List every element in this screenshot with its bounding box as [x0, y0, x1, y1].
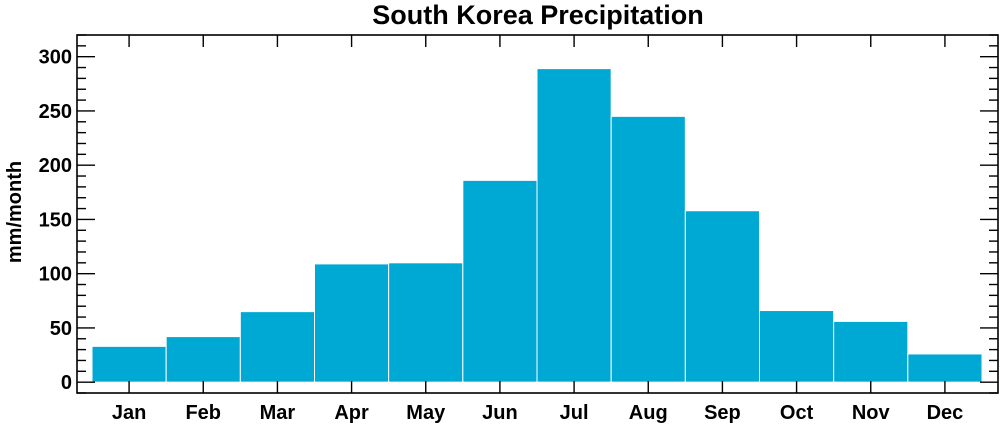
bar-aug — [610, 115, 686, 383]
x-category-label: Apr — [334, 402, 369, 424]
bar-sep — [684, 210, 760, 383]
bar-jul — [536, 68, 612, 383]
bars-group — [91, 68, 983, 383]
x-category-label: Oct — [780, 402, 814, 424]
y-tick-label: 150 — [39, 209, 72, 231]
x-category-label: Dec — [927, 402, 964, 424]
x-category-label: Aug — [629, 402, 668, 424]
y-axis-label: mm/month — [4, 161, 26, 263]
x-category-label: Mar — [260, 402, 296, 424]
bar-jun — [462, 179, 538, 383]
bar-oct — [759, 310, 835, 383]
x-category-label: Feb — [185, 402, 221, 424]
bar-dec — [907, 353, 983, 383]
bar-apr — [314, 263, 390, 383]
x-category-label: Jul — [560, 402, 589, 424]
y-tick-label: 200 — [39, 155, 72, 177]
y-tick-label: 50 — [50, 318, 72, 340]
x-category-label: Sep — [704, 402, 741, 424]
y-tick-label: 100 — [39, 264, 72, 286]
bar-may — [388, 262, 464, 383]
ticks-group — [77, 34, 998, 394]
y-tick-label: 300 — [39, 47, 72, 69]
x-category-label: May — [406, 402, 446, 424]
bar-jan — [91, 345, 167, 383]
y-tick-label: 0 — [61, 372, 72, 394]
y-tick-labels-group: 0 50 100 150 200 250 300 — [39, 47, 72, 394]
y-tick-label: 250 — [39, 101, 72, 123]
chart-title: South Korea Precipitation — [372, 0, 704, 30]
bar-feb — [165, 336, 241, 383]
bar-nov — [833, 320, 909, 383]
x-category-label: Nov — [852, 402, 891, 424]
x-category-labels-group: Jan Feb Mar Apr May Jun Jul Aug Sep Oct Nov Dec — [112, 402, 963, 424]
x-category-label: Jan — [112, 402, 146, 424]
x-category-label: Jun — [482, 402, 518, 424]
plot-frame — [76, 34, 999, 394]
bar-mar — [239, 311, 315, 383]
